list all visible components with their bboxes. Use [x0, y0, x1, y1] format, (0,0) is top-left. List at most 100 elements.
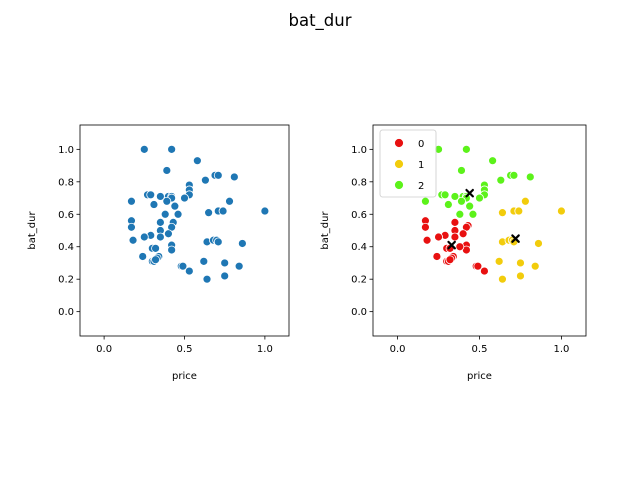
centroid-marker: [465, 188, 474, 198]
centroid-stroke: [511, 234, 520, 243]
data-point: [167, 245, 177, 255]
y-tick-label: 0.6: [58, 210, 74, 221]
y-tick-label: 1.0: [58, 145, 74, 156]
data-point: [173, 209, 183, 219]
centroid-marker: [511, 234, 520, 243]
data-point: [202, 274, 212, 284]
y-tick-label: 0.4: [351, 242, 367, 253]
data-point: [432, 252, 442, 261]
data-point: [450, 217, 460, 227]
data-point: [151, 243, 160, 253]
data-point: [178, 261, 188, 271]
x-axis-label: price: [172, 371, 197, 382]
data-point: [450, 232, 460, 242]
data-point: [516, 258, 525, 268]
y-tick-label: 0.2: [351, 275, 367, 286]
legend-marker: [394, 138, 404, 148]
data-point: [465, 201, 475, 211]
data-point: [494, 256, 504, 266]
y-tick-label: 0.2: [58, 275, 74, 286]
data-point: [155, 232, 165, 242]
legend-label: 1: [418, 160, 424, 171]
data-point: [468, 209, 478, 219]
data-point: [237, 239, 247, 248]
y-tick-label: 0.8: [58, 177, 74, 188]
data-point: [149, 200, 159, 209]
data-point: [498, 208, 507, 218]
data-point: [498, 274, 507, 284]
data-point: [200, 175, 210, 185]
data-point: [557, 206, 566, 216]
data-point: [440, 190, 450, 200]
data-point: [204, 208, 214, 218]
data-point: [534, 239, 543, 248]
data-point: [127, 196, 136, 206]
data-point: [180, 193, 189, 203]
centroid-stroke: [447, 240, 456, 250]
data-point: [458, 229, 468, 239]
x-axis-label: price: [467, 371, 492, 382]
data-point: [213, 170, 223, 180]
data-point: [151, 255, 160, 265]
data-point: [128, 235, 138, 245]
x-tick-label: 0.5: [472, 344, 488, 355]
data-point: [473, 261, 483, 271]
legend-box: [379, 129, 437, 198]
data-point: [220, 271, 230, 281]
data-point: [139, 144, 149, 154]
y-tick-label: 0.4: [58, 242, 74, 253]
data-point: [520, 196, 530, 206]
y-tick-label: 0.0: [351, 307, 367, 318]
plot-frame: [79, 124, 290, 337]
data-point: [475, 193, 484, 203]
x-tick-label: 0.0: [96, 344, 112, 355]
data-point: [146, 190, 156, 200]
data-point: [225, 196, 234, 206]
data-point: [199, 256, 209, 266]
x-tick-label: 1.0: [553, 344, 569, 355]
data-point: [434, 232, 443, 242]
y-tick-label: 0.6: [351, 210, 367, 221]
data-point: [422, 235, 432, 245]
data-point: [164, 229, 173, 239]
x-tick-label: 1.0: [257, 344, 273, 355]
data-point: [480, 266, 489, 276]
data-point: [139, 232, 149, 242]
centroid-marker: [447, 240, 456, 250]
data-point: [260, 206, 270, 216]
data-point: [496, 175, 506, 185]
data-point: [530, 261, 540, 271]
data-point: [421, 196, 430, 206]
data-point: [457, 196, 466, 206]
legend-label: 2: [418, 181, 424, 192]
data-point: [455, 242, 465, 252]
data-point: [167, 144, 177, 154]
data-point: [162, 196, 172, 206]
data-point: [461, 144, 471, 154]
data-point: [218, 206, 228, 216]
data-point: [488, 156, 498, 166]
data-points: [421, 144, 566, 284]
data-point: [192, 156, 202, 166]
data-point: [220, 258, 230, 268]
data-point: [155, 217, 165, 227]
data-points: [127, 144, 270, 284]
data-point: [184, 266, 194, 276]
legend-label: 0: [418, 139, 424, 150]
data-point: [514, 206, 524, 216]
data-point: [170, 201, 180, 211]
y-tick-label: 0.8: [351, 177, 367, 188]
centroid-stroke: [465, 188, 474, 198]
y-axis-label: bat_dur: [27, 211, 38, 250]
data-point: [443, 200, 453, 209]
data-point: [213, 237, 223, 247]
data-point: [457, 166, 466, 175]
x-tick-label: 0.5: [177, 344, 193, 355]
legend-marker: [394, 180, 404, 190]
data-point: [509, 170, 519, 180]
legend-marker: [394, 159, 404, 169]
y-tick-label: 1.0: [351, 145, 367, 156]
data-point: [234, 261, 244, 271]
x-tick-label: 0.0: [390, 344, 406, 355]
data-point: [138, 252, 148, 261]
